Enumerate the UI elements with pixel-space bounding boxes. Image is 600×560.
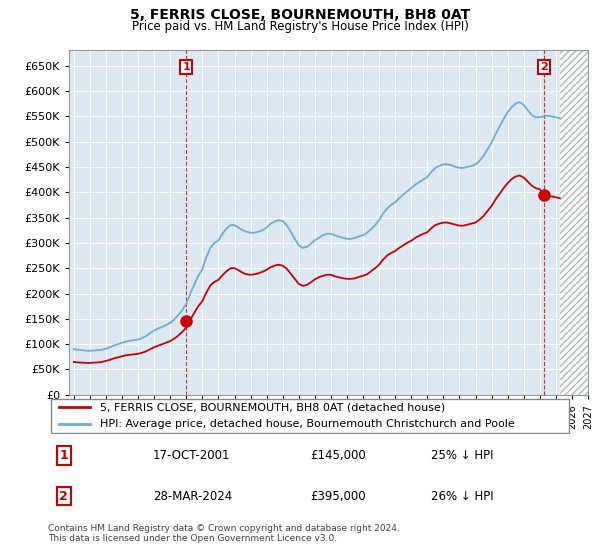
Text: 1: 1 xyxy=(59,449,68,462)
Text: 1: 1 xyxy=(182,63,190,72)
Text: 25% ↓ HPI: 25% ↓ HPI xyxy=(431,449,494,462)
Text: Price paid vs. HM Land Registry's House Price Index (HPI): Price paid vs. HM Land Registry's House … xyxy=(131,20,469,32)
Text: HPI: Average price, detached house, Bournemouth Christchurch and Poole: HPI: Average price, detached house, Bour… xyxy=(101,419,515,429)
Text: 5, FERRIS CLOSE, BOURNEMOUTH, BH8 0AT (detached house): 5, FERRIS CLOSE, BOURNEMOUTH, BH8 0AT (d… xyxy=(101,403,446,412)
Text: 2: 2 xyxy=(59,489,68,502)
Text: Contains HM Land Registry data © Crown copyright and database right 2024.
This d: Contains HM Land Registry data © Crown c… xyxy=(48,524,400,543)
Text: £145,000: £145,000 xyxy=(311,449,366,462)
Text: 5, FERRIS CLOSE, BOURNEMOUTH, BH8 0AT: 5, FERRIS CLOSE, BOURNEMOUTH, BH8 0AT xyxy=(130,8,470,22)
Text: 2: 2 xyxy=(540,63,548,72)
Text: 26% ↓ HPI: 26% ↓ HPI xyxy=(431,489,494,502)
FancyBboxPatch shape xyxy=(50,399,569,432)
Text: £395,000: £395,000 xyxy=(311,489,366,502)
Text: 17-OCT-2001: 17-OCT-2001 xyxy=(153,449,230,462)
Text: 28-MAR-2024: 28-MAR-2024 xyxy=(153,489,232,502)
